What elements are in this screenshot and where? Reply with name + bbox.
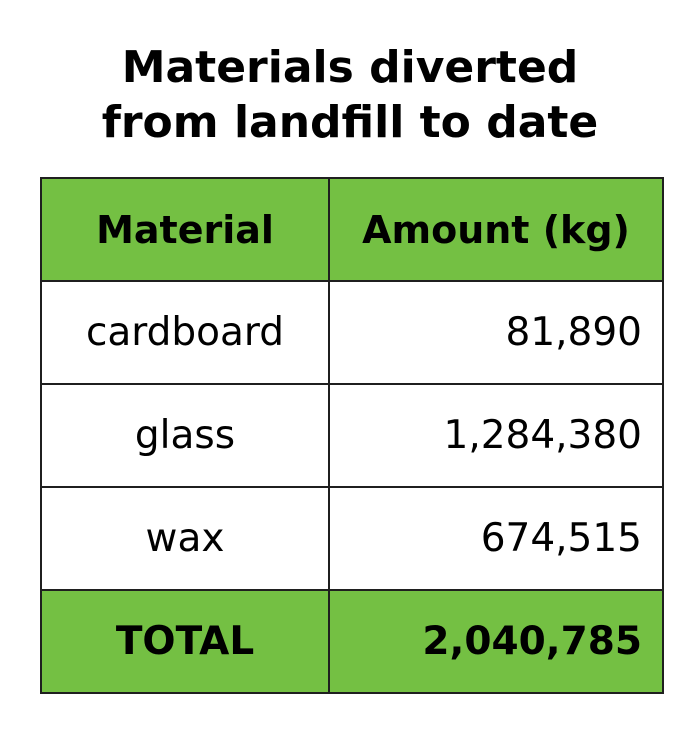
- amount-cell: 81,890: [328, 280, 664, 385]
- chart-title: Materials diverted from landfill to date: [0, 40, 700, 150]
- total-label: TOTAL: [40, 589, 330, 694]
- material-cell: cardboard: [40, 280, 330, 385]
- header-material: Material: [40, 177, 330, 282]
- amount-cell: 674,515: [328, 486, 664, 591]
- table-row: glass 1,284,380: [40, 383, 664, 488]
- table-row: cardboard 81,890: [40, 280, 664, 385]
- header-amount: Amount (kg): [328, 177, 664, 282]
- title-line-2: from landfill to date: [101, 97, 599, 148]
- title-line-1: Materials diverted: [121, 42, 579, 93]
- table-row: wax 674,515: [40, 486, 664, 591]
- material-cell: wax: [40, 486, 330, 591]
- total-row: TOTAL 2,040,785: [40, 589, 664, 694]
- material-cell: glass: [40, 383, 330, 488]
- materials-table: Material Amount (kg) cardboard 81,890 gl…: [40, 177, 664, 694]
- amount-cell: 1,284,380: [328, 383, 664, 488]
- total-amount: 2,040,785: [328, 589, 664, 694]
- header-row: Material Amount (kg): [40, 177, 664, 282]
